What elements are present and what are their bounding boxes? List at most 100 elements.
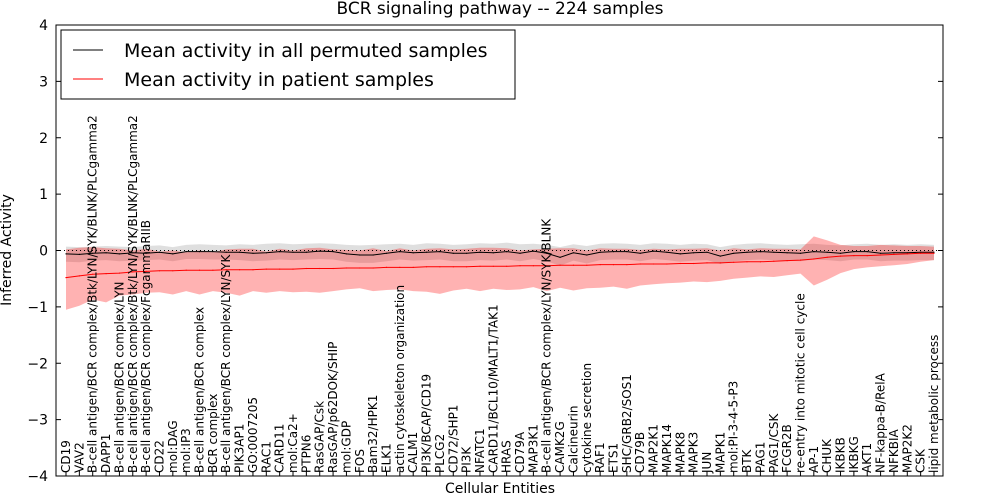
entity-label-3: DAPP1 [99,434,113,473]
point-permuted-18 [305,251,307,253]
point-permuted-20 [332,251,334,253]
entity-label-57: CHUK [820,438,834,473]
entity-label-37: CAMK2G [553,421,567,473]
point-permuted-26 [412,252,414,254]
point-patient-54 [786,260,788,262]
point-permuted-4 [118,253,120,255]
point-permuted-40 [599,251,601,253]
point-permuted-22 [359,254,361,256]
entity-label-26: CALM1 [406,432,420,473]
entity-label-28: PLCG2 [433,434,447,473]
point-patient-59 [853,255,855,257]
entity-label-49: MAPK1 [713,432,727,473]
legend-label-permuted: Mean activity in all permuted samples [124,40,487,62]
point-permuted-65 [933,251,935,253]
point-patient-56 [813,258,815,260]
point-permuted-9 [185,251,187,253]
point-permuted-16 [279,251,281,253]
point-permuted-39 [586,254,588,256]
point-permuted-52 [759,251,762,253]
point-patient-50 [733,261,735,263]
band-permuted [66,242,934,266]
point-patient-51 [746,261,748,263]
entity-label-14: GO:0007205 [246,397,260,473]
point-permuted-19 [319,250,321,252]
point-permuted-44 [653,250,655,252]
entity-label-11: BCR complex [206,394,220,473]
point-permuted-7 [158,251,161,253]
point-permuted-32 [492,252,494,254]
point-patient-55 [799,259,802,261]
point-patient-22 [359,267,361,269]
point-permuted-42 [626,251,628,253]
entity-label-63: MAP2K2 [900,424,914,473]
entity-label-40: RAF1 [593,442,607,473]
point-permuted-13 [239,251,241,253]
entity-label-9: mol:IP3 [179,428,193,473]
point-patient-62 [893,253,895,255]
entity-label-48: JUN [700,452,714,474]
point-permuted-58 [839,252,842,254]
point-permuted-33 [506,251,508,253]
point-patient-29 [452,266,454,268]
point-patient-41 [612,264,615,266]
entity-label-58: IKBKB [834,437,848,473]
point-permuted-43 [639,252,641,254]
y-tick-label-4: 0 [39,244,48,260]
point-patient-15 [265,268,267,270]
point-patient-63 [906,253,908,255]
point-patient-49 [719,262,721,264]
point-patient-35 [532,265,535,267]
entity-label-29: CD72/SHP1 [446,405,460,473]
entity-label-8: mol:DAG [166,420,180,473]
y-tick-label-2: 2 [39,131,48,147]
point-patient-37 [559,264,561,266]
entity-label-18: PTPN6 [299,435,313,473]
point-patient-36 [546,265,548,267]
entity-label-27: PI3K/BCAP/CD19 [420,374,434,473]
point-permuted-31 [479,251,481,253]
entity-label-60: AKT1 [860,443,874,473]
point-patient-47 [693,262,695,265]
point-permuted-41 [612,251,615,253]
point-permuted-23 [372,254,374,256]
point-permuted-56 [813,251,815,253]
y-tick-label-7: −3 [27,413,48,429]
point-patient-0 [65,277,67,279]
point-patient-64 [920,252,922,254]
point-patient-46 [679,262,681,265]
y-tick-label-8: −4 [27,469,48,485]
entity-label-51: BTK [740,448,754,473]
entity-label-61: NF-kappa-B/RelA [874,372,888,473]
point-permuted-45 [666,251,668,253]
point-permuted-12 [225,251,227,253]
entity-label-54: FCGR2B [780,424,794,473]
entity-label-62: NFKBIA [887,428,901,473]
entity-label-20: RasGAP/p62DOK/SHIP [326,342,340,473]
entity-label-56: AP-1 [807,446,821,473]
legend-label-patient: Mean activity in patient samples [124,69,434,91]
point-patient-17 [292,268,294,270]
point-permuted-63 [906,252,908,254]
entity-label-42: SHC/GRB2/SOS1 [620,374,634,473]
point-permuted-36 [546,252,548,254]
point-patient-57 [826,256,828,258]
point-patient-48 [706,262,708,264]
point-patient-38 [572,264,575,266]
point-permuted-62 [893,252,895,254]
point-permuted-24 [385,252,388,254]
point-patient-43 [639,263,641,265]
x-axis-entity-labels: CD19 VAV2 B-cell antigen/BCR complex/Btk/L… [59,115,941,476]
entity-label-45: MAPK14 [660,424,674,473]
point-patient-6 [145,270,147,272]
entity-label-31: NFATC1 [473,428,487,473]
entity-label-12: B-cell antigen/BCR complex/LYN/SYK [219,253,233,473]
point-permuted-60 [866,251,868,253]
point-permuted-21 [345,253,347,255]
point-patient-53 [773,260,775,262]
point-patient-7 [158,270,161,272]
point-patient-23 [372,267,374,269]
point-permuted-59 [853,251,855,253]
point-permuted-8 [172,253,174,255]
